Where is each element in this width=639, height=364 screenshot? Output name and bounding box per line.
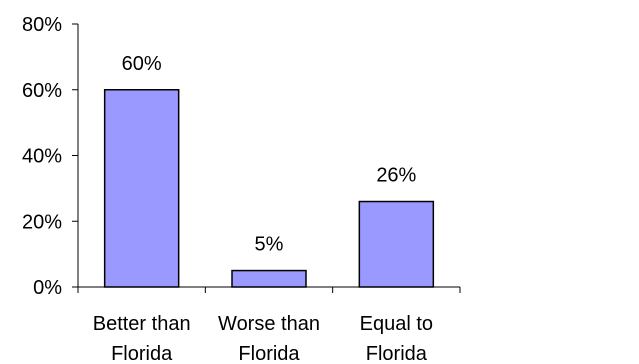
bar	[358, 200, 435, 288]
category-label: Florida	[238, 343, 300, 364]
data-label: 60%	[122, 53, 162, 75]
data-label: 26%	[376, 165, 416, 187]
category-label: Florida	[366, 343, 428, 364]
bar	[103, 89, 180, 288]
category-labels: Better than Florida Worse than Florida Equal…	[93, 313, 433, 364]
data-labels: 60% 5% 26%	[122, 53, 417, 256]
category-label: Worse than	[218, 313, 320, 335]
y-tick-label: 40%	[22, 146, 62, 168]
data-label: 5%	[255, 234, 284, 256]
y-tick-label: 60%	[22, 80, 62, 102]
bar	[231, 269, 307, 288]
x-axis	[77, 286, 461, 293]
category-label: Equal to	[360, 313, 433, 335]
y-tick-label: 20%	[22, 211, 62, 233]
category-label: Florida	[111, 343, 173, 364]
bars	[103, 89, 435, 288]
category-label: Better than	[93, 313, 191, 335]
y-tick-label: 80%	[22, 14, 62, 36]
y-axis: 0% 20% 40% 60% 80%	[22, 14, 79, 299]
y-tick-label: 0%	[33, 277, 62, 299]
